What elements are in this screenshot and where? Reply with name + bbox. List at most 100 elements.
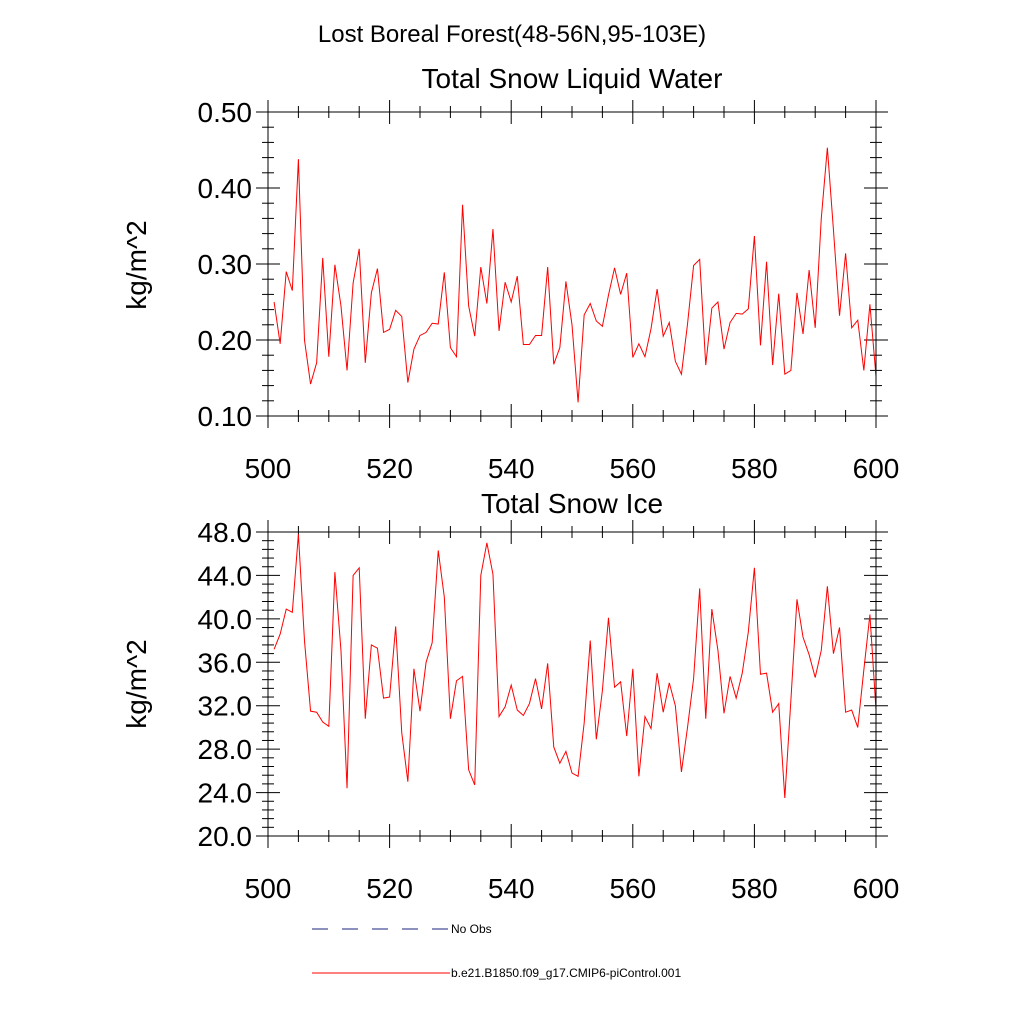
data-point [608,295,609,296]
data-point [401,732,402,733]
data-point [480,266,481,267]
y-tick-label: 24.0 [198,778,253,809]
data-point [754,235,755,236]
data-point [772,364,773,365]
data-point [511,301,512,302]
data-point [273,649,274,650]
x-tick-label: 560 [609,873,656,904]
data-point [632,357,633,358]
data-point [498,330,499,331]
x-tick-label: 540 [488,873,535,904]
data-point [286,271,287,272]
data-point [346,370,347,371]
data-point [298,534,299,535]
data-point [383,332,384,333]
data-point [857,727,858,728]
data-point [456,356,457,357]
data-point [547,663,548,664]
x-tick-label: 520 [366,873,413,904]
data-point [565,281,566,282]
x-tick-label: 600 [853,453,900,484]
data-point [663,712,664,713]
data-point [760,674,761,675]
data-point [863,669,864,670]
data-point [523,344,524,345]
y-tick-label: 40.0 [198,604,253,635]
data-point [626,736,627,737]
data-point [413,349,414,350]
y-tick-label: 44.0 [198,560,253,591]
data-point [419,711,420,712]
data-point [353,282,354,283]
plot-frame [267,531,877,837]
data-point [711,307,712,308]
x-tick-label: 600 [853,873,900,904]
data-point [723,713,724,714]
data-point [802,333,803,334]
data-point [571,324,572,325]
data-point [614,687,615,688]
data-point [407,382,408,383]
data-point [736,698,737,699]
data-point [450,347,451,348]
data-point [778,293,779,294]
data-point [839,627,840,628]
y-tick-label: 28.0 [198,734,253,765]
data-point [383,698,384,699]
data-point [462,204,463,205]
data-point [699,588,700,589]
data-point [687,323,688,324]
series-line [273,147,877,403]
data-point [553,364,554,365]
data-point [571,772,572,773]
y-tick-label: 0.30 [198,249,253,280]
data-point [699,259,700,260]
data-point [340,305,341,306]
data-point [577,776,578,777]
data-point [298,159,299,160]
data-point [717,650,718,651]
data-point [292,290,293,291]
data-point [304,640,305,641]
data-point [650,728,651,729]
data-point [778,703,779,704]
data-point [419,335,420,336]
data-point [596,320,597,321]
data-point [620,681,621,682]
data-point [766,261,767,262]
data-point [486,542,487,543]
data-point [286,608,287,609]
data-point [851,709,852,710]
data-point [438,550,439,551]
data-point [492,574,493,575]
data-point [310,383,311,384]
data-point [784,797,785,798]
data-point [644,716,645,717]
data-point [523,715,524,716]
x-tick-label: 500 [245,873,292,904]
data-point [462,676,463,677]
data-point [766,673,767,674]
data-point [602,690,603,691]
data-point [346,788,347,789]
data-point [748,631,749,632]
data-point [304,339,305,340]
data-point [334,572,335,573]
data-point [675,705,676,706]
data-point [845,712,846,713]
data-point [584,722,585,723]
data-point [790,700,791,701]
data-point [438,323,439,324]
series-line [273,534,877,799]
panel-title: Total Snow Liquid Water [422,63,723,94]
data-point [590,640,591,641]
data-point [833,229,834,230]
data-point [529,344,530,345]
data-point [663,336,664,337]
data-point [413,668,414,669]
data-point [863,370,864,371]
data-point [693,265,694,266]
data-point [425,332,426,333]
y-axis-label: kg/m^2 [121,220,152,309]
data-point [675,361,676,362]
